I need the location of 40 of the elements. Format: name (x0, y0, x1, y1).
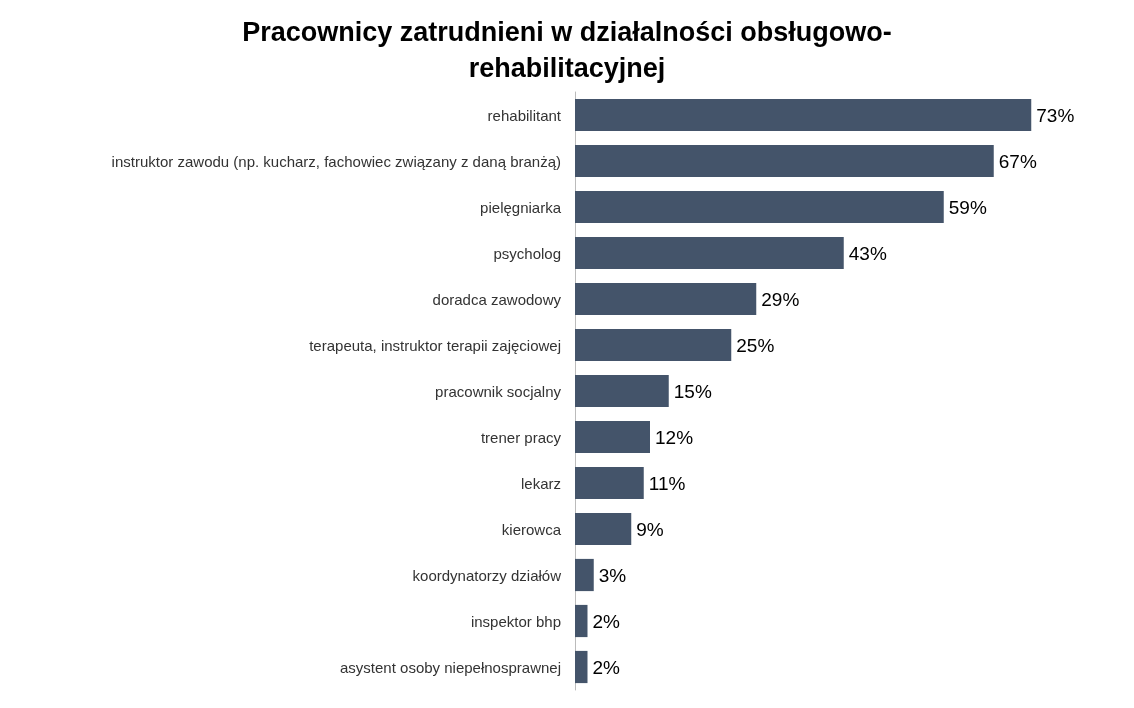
bar (575, 650, 588, 684)
bar (575, 604, 588, 638)
y-tick-label: doradca zawodowy (432, 290, 562, 308)
bar (575, 328, 732, 362)
bar (575, 144, 994, 178)
data-label: 43% (848, 242, 887, 264)
chart-title: Pracownicy zatrudnieni w działalności obsługowo-rehabilitacyjnej (241, 16, 893, 85)
bar (575, 282, 757, 316)
bar (575, 512, 632, 546)
data-label: 2% (592, 610, 621, 632)
y-tick-label: inspektor bhp (470, 612, 561, 630)
data-label: 11% (648, 472, 686, 494)
y-tick-label: terapeuta, instruktor terapii zajęciowej (309, 336, 561, 354)
y-tick-label: instruktor zawodu (np. kucharz, fachowiec związany z daną branżą) (111, 152, 561, 170)
data-label: 29% (761, 288, 800, 310)
y-tick-label: pracownik socjalny (435, 382, 562, 400)
data-label: 73% (1036, 104, 1075, 126)
bar (575, 98, 1032, 132)
bar (575, 190, 944, 224)
y-tick-label: rehabilitant (487, 106, 562, 124)
data-label: 67% (998, 150, 1037, 172)
y-tick-label: psycholog (493, 244, 561, 262)
bar (575, 466, 644, 500)
data-label: 59% (948, 196, 987, 218)
y-tick-label: asystent osoby niepełnosprawnej (340, 658, 561, 676)
y-tick-label: koordynatorzy działów (412, 566, 562, 584)
bar (575, 420, 650, 454)
data-label: 25% (736, 334, 775, 356)
data-label: 9% (636, 518, 664, 540)
data-label: 2% (592, 656, 621, 678)
data-label: 12% (655, 426, 694, 448)
bar (575, 374, 669, 408)
y-tick-label: lekarz (520, 474, 561, 492)
bar (575, 236, 844, 270)
data-label: 15% (673, 380, 712, 402)
bar (575, 558, 594, 592)
data-label: 3% (598, 564, 627, 586)
y-tick-label: pielęgniarka (480, 198, 562, 216)
y-tick-label: kierowca (501, 520, 562, 538)
y-tick-label: trener pracy (480, 428, 562, 446)
